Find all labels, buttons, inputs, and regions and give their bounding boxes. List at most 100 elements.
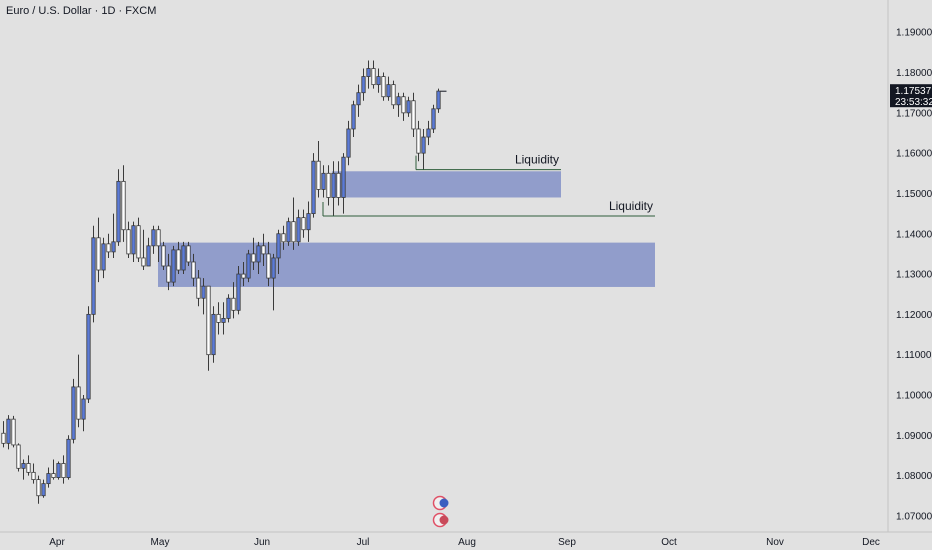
candle[interactable]: [246, 249, 251, 283]
candle[interactable]: [276, 229, 281, 275]
candle[interactable]: [126, 221, 131, 258]
candle[interactable]: [431, 104, 436, 133]
candle[interactable]: [46, 467, 51, 488]
y-tick-label: 1.17000: [896, 108, 932, 119]
candle[interactable]: [296, 209, 301, 246]
candle[interactable]: [331, 161, 336, 217]
candle[interactable]: [61, 455, 66, 484]
supply-demand-zone[interactable]: [332, 171, 561, 198]
event-flags[interactable]: [432, 495, 449, 528]
candle[interactable]: [11, 415, 16, 448]
x-tick-label: Dec: [862, 537, 880, 548]
candle[interactable]: [106, 233, 111, 258]
candle[interactable]: [306, 201, 311, 242]
candle[interactable]: [171, 245, 176, 287]
candle[interactable]: [371, 60, 376, 89]
candle[interactable]: [376, 68, 381, 93]
candle[interactable]: [21, 459, 26, 480]
candle[interactable]: [366, 60, 371, 89]
candle[interactable]: [301, 209, 306, 238]
time-axis[interactable]: Apr May Jun Jul Aug Sep Oct Nov Dec: [49, 537, 880, 548]
candle[interactable]: [36, 475, 41, 504]
candle[interactable]: [196, 270, 201, 307]
candle[interactable]: [91, 225, 96, 323]
candle[interactable]: [421, 128, 426, 170]
candle[interactable]: [361, 68, 366, 101]
candle[interactable]: [236, 266, 241, 315]
candle[interactable]: [31, 463, 36, 484]
candle[interactable]: [201, 278, 206, 315]
candle[interactable]: [96, 217, 101, 283]
candle[interactable]: [101, 237, 106, 279]
candle[interactable]: [26, 455, 31, 476]
candle[interactable]: [346, 120, 351, 166]
candle[interactable]: [241, 261, 246, 287]
candle[interactable]: [41, 479, 46, 498]
candle[interactable]: [116, 169, 121, 246]
candle[interactable]: [81, 394, 86, 432]
candle[interactable]: [316, 141, 321, 198]
candle[interactable]: [51, 459, 56, 480]
candle[interactable]: [221, 302, 226, 335]
candle[interactable]: [161, 241, 166, 271]
candle[interactable]: [56, 461, 61, 480]
candle[interactable]: [396, 92, 401, 117]
candle[interactable]: [6, 415, 11, 450]
candle[interactable]: [311, 153, 316, 218]
candle[interactable]: [351, 100, 356, 138]
candle[interactable]: [401, 92, 406, 121]
candle[interactable]: [176, 241, 181, 275]
candle[interactable]: [266, 241, 271, 287]
candle[interactable]: [1, 421, 6, 448]
candle[interactable]: [281, 225, 286, 250]
y-tick-label: 1.07000: [896, 511, 932, 522]
candle[interactable]: [271, 253, 276, 311]
candle[interactable]: [406, 96, 411, 117]
candle[interactable]: [76, 354, 81, 428]
candle[interactable]: [111, 213, 116, 258]
candle[interactable]: [86, 306, 91, 404]
candle[interactable]: [291, 197, 296, 250]
candle[interactable]: [131, 221, 136, 262]
candle[interactable]: [231, 282, 236, 319]
candle[interactable]: [121, 165, 126, 242]
candle[interactable]: [156, 225, 161, 262]
candle[interactable]: [226, 294, 231, 323]
candle[interactable]: [181, 241, 186, 275]
candle[interactable]: [356, 84, 361, 117]
candle[interactable]: [321, 165, 326, 198]
candle[interactable]: [146, 237, 151, 267]
candle-body: [201, 285, 206, 299]
candle-body: [11, 418, 16, 446]
candle[interactable]: [381, 72, 386, 101]
last-price-label[interactable]: 1.17537 23:53:32: [890, 84, 932, 108]
candle[interactable]: [416, 120, 421, 162]
candle[interactable]: [206, 285, 211, 371]
candle[interactable]: [71, 378, 76, 444]
candle[interactable]: [411, 92, 416, 138]
candle[interactable]: [191, 253, 196, 287]
candle[interactable]: [141, 229, 146, 271]
candle[interactable]: [66, 435, 71, 480]
candle[interactable]: [286, 217, 291, 246]
liquidity-label: Liquidity: [609, 199, 653, 213]
candle[interactable]: [211, 306, 216, 363]
candle[interactable]: [386, 76, 391, 101]
price-axis[interactable]: 1.07000 1.08000 1.09000 1.10000 1.11000 1.120…: [896, 28, 932, 523]
candle[interactable]: [336, 161, 341, 206]
candle[interactable]: [186, 241, 191, 266]
candle[interactable]: [426, 120, 431, 146]
candle[interactable]: [261, 233, 266, 266]
candle[interactable]: [16, 443, 21, 472]
candle[interactable]: [436, 88, 441, 113]
candle[interactable]: [256, 241, 261, 275]
supply-demand-zone[interactable]: [158, 242, 655, 287]
candle[interactable]: [216, 302, 221, 335]
candle[interactable]: [391, 80, 396, 109]
candle[interactable]: [166, 253, 171, 291]
candle[interactable]: [326, 165, 331, 206]
candle[interactable]: [136, 217, 141, 262]
candle[interactable]: [151, 225, 156, 254]
candle[interactable]: [251, 237, 256, 271]
candle[interactable]: [341, 153, 346, 214]
